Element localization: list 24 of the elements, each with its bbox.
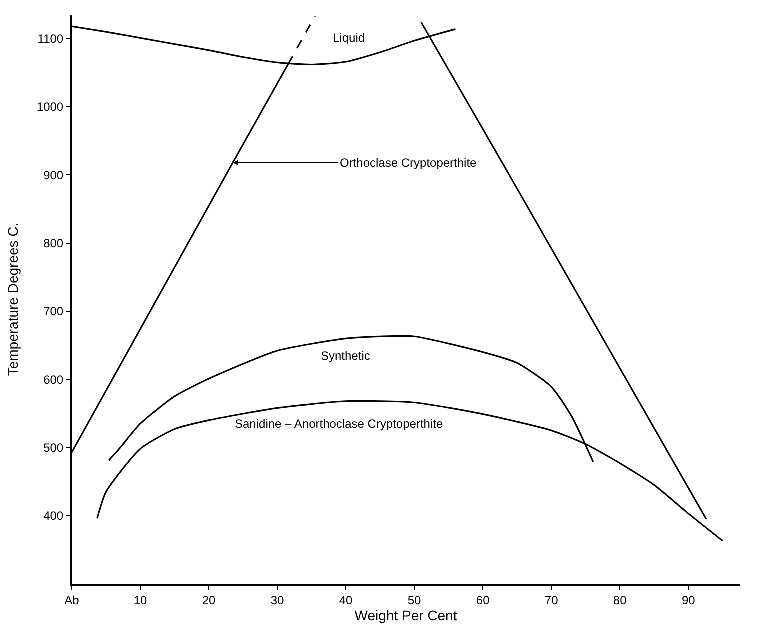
x-tick-label: 60: [476, 593, 490, 608]
x-tick-label: 40: [339, 593, 354, 608]
y-tick-label: 400: [44, 509, 64, 524]
x-tick-label: 70: [544, 593, 559, 608]
x-tick-label: Ab: [64, 593, 80, 608]
x-tick-label: 20: [202, 593, 216, 608]
y-axis-title: Temperature Degrees C.: [4, 222, 21, 376]
x-tick-label: 80: [613, 593, 628, 608]
x-tick-label: 10: [134, 593, 148, 608]
y-tick-label: 1000: [36, 100, 64, 114]
annotation: Orthoclase Cryptoperthite: [340, 156, 478, 170]
x-tick-label: 50: [408, 593, 422, 608]
x-tick-label: 90: [682, 593, 696, 608]
y-tick-label: 900: [44, 168, 64, 182]
x-tick-label: 30: [270, 593, 285, 608]
annotation: Sanidine – Anorthoclase Cryptoperthite: [235, 417, 444, 431]
annotation: Synthetic: [321, 349, 370, 363]
y-tick-label: 500: [44, 440, 64, 455]
y-tick-label: 1100: [38, 32, 64, 46]
y-tick-label: 600: [44, 372, 64, 387]
y-tick-label: 700: [44, 304, 64, 319]
x-axis-title: Weight Per Cent: [354, 607, 458, 624]
y-tick-label: 800: [44, 236, 64, 250]
annotation: Liquid: [333, 31, 366, 45]
